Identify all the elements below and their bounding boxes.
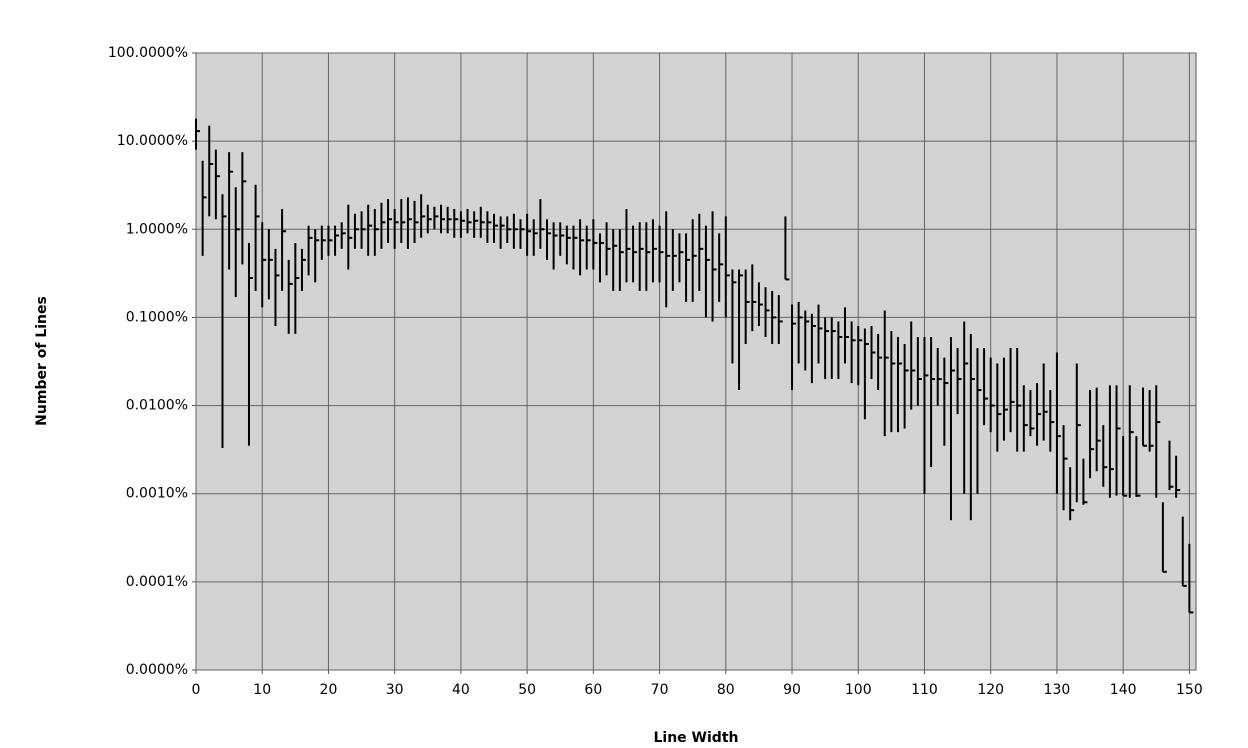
y-tick-label: 1.0000% xyxy=(126,221,188,237)
x-tick-label: 130 xyxy=(1044,682,1071,698)
x-tick-label: 70 xyxy=(651,682,669,698)
x-tick-label: 50 xyxy=(518,682,536,698)
x-axis-title: Line Width xyxy=(654,730,739,746)
y-tick-label: 10.0000% xyxy=(117,133,188,149)
x-tick-label: 30 xyxy=(386,682,404,698)
x-tick-label: 40 xyxy=(452,682,470,698)
x-tick-label: 140 xyxy=(1110,682,1137,698)
y-axis-title: Number of Lines xyxy=(34,296,50,426)
x-tick-label: 90 xyxy=(783,682,801,698)
x-tick-label: 120 xyxy=(977,682,1004,698)
y-tick-label: 0.0000% xyxy=(126,662,188,678)
x-tick-label: 80 xyxy=(717,682,735,698)
y-tick-label: 0.0100% xyxy=(126,398,188,414)
x-tick-label: 10 xyxy=(253,682,271,698)
x-tick-label: 150 xyxy=(1176,682,1203,698)
x-tick-label: 110 xyxy=(911,682,938,698)
y-tick-label: 100.0000% xyxy=(108,45,188,61)
x-tick-label: 100 xyxy=(845,682,872,698)
y-tick-label: 0.1000% xyxy=(126,309,188,325)
plot-area xyxy=(195,52,1197,671)
x-tick-label: 20 xyxy=(320,682,338,698)
y-tick-label: 0.0010% xyxy=(126,486,188,502)
x-tick-label: 0 xyxy=(192,682,201,698)
y-tick-label: 0.0001% xyxy=(126,574,188,590)
x-tick-label: 60 xyxy=(584,682,602,698)
